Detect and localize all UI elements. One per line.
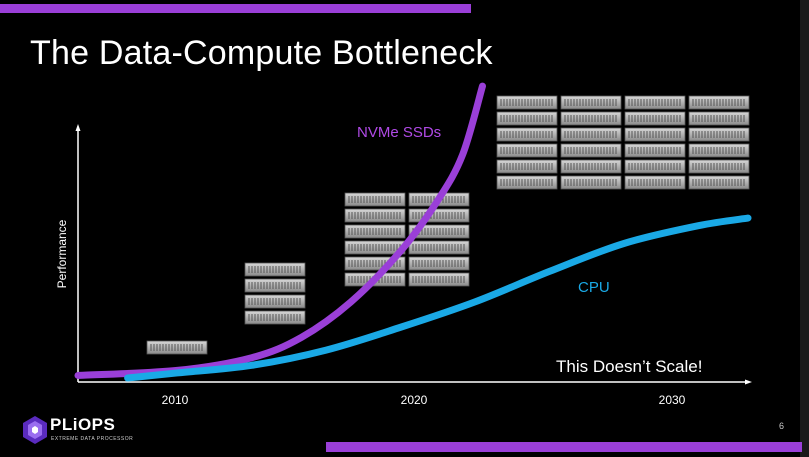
- storage-drive-unit: [496, 127, 558, 142]
- slide-edge: [800, 0, 809, 457]
- storage-drive-unit: [688, 159, 750, 174]
- y-axis-label: Performance: [55, 219, 69, 288]
- storage-drive-unit: [344, 224, 406, 239]
- storage-drive-unit: [624, 143, 686, 158]
- storage-drive-unit: [244, 294, 306, 309]
- storage-drive-unit: [244, 310, 306, 325]
- pliops-logo-text: PLiOPS: [50, 415, 116, 434]
- x-tick-label-2030: 2030: [659, 393, 686, 407]
- storage-drive-unit: [560, 159, 622, 174]
- storage-drive-unit: [408, 240, 470, 255]
- series-label-cpu: CPU: [578, 279, 610, 296]
- storage-drive-unit: [344, 240, 406, 255]
- storage-drive-unit: [408, 224, 470, 239]
- storage-drive-unit: [560, 111, 622, 126]
- storage-drive-unit: [624, 127, 686, 142]
- storage-drive-unit: [688, 111, 750, 126]
- storage-drive-unit: [408, 208, 470, 223]
- storage-drive-unit: [408, 272, 470, 287]
- bottom-accent-bar: [326, 442, 802, 452]
- storage-racks: [146, 95, 750, 355]
- storage-drive-unit: [344, 192, 406, 207]
- top-accent-bar: [0, 4, 471, 13]
- storage-drive-unit: [688, 175, 750, 190]
- annotation-doesnt-scale: This Doesn’t Scale!: [556, 357, 702, 376]
- storage-drive-unit: [624, 95, 686, 110]
- pliops-logo-tagline: EXTREME DATA PROCESSOR: [51, 436, 134, 442]
- storage-drive-unit: [496, 95, 558, 110]
- cpu-curve: [124, 214, 752, 382]
- page-number: 6: [779, 421, 785, 431]
- storage-drive-unit: [624, 175, 686, 190]
- storage-drive-unit: [688, 127, 750, 142]
- storage-drive-unit: [560, 175, 622, 190]
- storage-drive-unit: [624, 159, 686, 174]
- storage-drive-unit: [496, 175, 558, 190]
- storage-drive-unit: [344, 208, 406, 223]
- storage-drive-unit: [688, 95, 750, 110]
- storage-drive-unit: [496, 143, 558, 158]
- storage-drive-unit: [408, 256, 470, 271]
- y-axis-arrow: [75, 124, 81, 131]
- storage-drive-unit: [496, 159, 558, 174]
- storage-drive-unit: [146, 340, 208, 355]
- storage-drive-unit: [688, 143, 750, 158]
- x-tick-label-2010: 2010: [162, 393, 189, 407]
- pliops-logo-icon: [23, 416, 47, 444]
- series-label-nvme: NVMe SSDs: [357, 124, 441, 141]
- storage-drive-unit: [560, 127, 622, 142]
- x-tick-label-2020: 2020: [401, 393, 428, 407]
- storage-drive-unit: [560, 95, 622, 110]
- storage-drive-unit: [560, 143, 622, 158]
- x-axis-arrow: [745, 379, 752, 385]
- storage-drive-unit: [496, 111, 558, 126]
- storage-drive-unit: [244, 278, 306, 293]
- slide-title: The Data-Compute Bottleneck: [30, 34, 493, 72]
- storage-drive-unit: [244, 262, 306, 277]
- storage-drive-unit: [624, 111, 686, 126]
